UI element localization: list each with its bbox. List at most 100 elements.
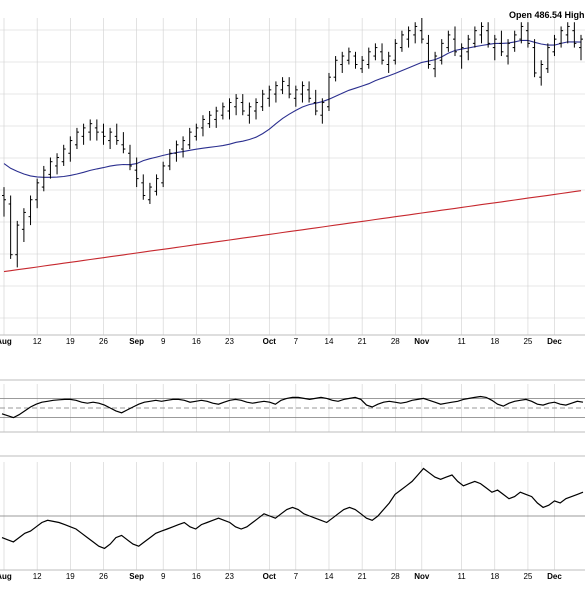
ohlc-bar — [121, 132, 126, 154]
x-tick-label: 11 — [457, 572, 466, 581]
ohlc-bar — [492, 34, 497, 61]
ohlc-bar — [486, 22, 491, 48]
ohlc-bar — [413, 22, 418, 44]
x-tick-label: 25 — [523, 337, 532, 346]
ohlc-bar — [539, 60, 544, 86]
ohlc-bar — [446, 30, 451, 52]
ohlc-bar — [2, 187, 6, 217]
ohlc-bar — [393, 39, 398, 65]
ohlc-bar — [307, 81, 312, 103]
ohlc-bar — [267, 85, 272, 107]
x-tick-label: 14 — [325, 337, 334, 346]
ohlc-bar — [15, 220, 20, 268]
ohlc-bar — [207, 110, 212, 128]
ohlc-bar — [28, 195, 33, 226]
x-tick-label: 7 — [294, 572, 299, 581]
ohlc-bar — [353, 51, 358, 69]
ohlc-bar — [340, 51, 345, 73]
x-tick-label: 28 — [391, 572, 400, 581]
ohlc-bar — [147, 182, 152, 204]
ohlc-bar — [300, 81, 305, 103]
indicator-line — [1, 467, 584, 550]
ohlc-bar — [545, 43, 550, 73]
ohlc-bar — [452, 26, 457, 57]
x-tick-label: Sep — [129, 572, 144, 581]
ohlc-bar — [373, 43, 378, 61]
ohlc-bar — [21, 208, 26, 243]
ohlc-bar — [333, 56, 338, 82]
x-tick-label: 23 — [225, 337, 234, 346]
ohlc-bar — [260, 89, 265, 111]
x-tick-label: 26 — [99, 572, 108, 581]
x-tick-label: 25 — [523, 572, 532, 581]
ohlc-bar — [35, 178, 40, 209]
x-tick-label: Oct — [263, 337, 277, 346]
ohlc-bar — [433, 51, 438, 78]
ohlc-bar — [532, 39, 537, 78]
ohlc-bar — [439, 39, 444, 65]
x-tick-label: 9 — [161, 337, 166, 346]
ohlc-bar — [565, 22, 570, 44]
ohlc-bar — [194, 123, 199, 141]
ohlc-bar — [499, 30, 504, 57]
x-tick-label: 16 — [192, 337, 201, 346]
x-tick-label: 19 — [66, 572, 75, 581]
ohlc-bar — [214, 106, 219, 128]
x-tick-label: Nov — [414, 572, 430, 581]
ohlc-bar — [61, 144, 66, 166]
ohlc-bar — [254, 98, 259, 120]
ohlc-bar — [406, 26, 411, 48]
ohlc-bar — [240, 94, 245, 116]
x-tick-label: Aug — [0, 337, 12, 346]
ohlc-bar — [273, 81, 278, 103]
x-tick-label: Dec — [547, 337, 562, 346]
x-tick-label: 14 — [325, 572, 334, 581]
ohlc-bar — [161, 161, 166, 188]
ohlc-bar — [293, 85, 298, 107]
ohlc-bar — [200, 115, 205, 137]
ohlc-bar — [320, 98, 325, 124]
x-tick-label: 23 — [225, 572, 234, 581]
ohlc-bar — [141, 174, 146, 200]
ohlc-bar — [181, 136, 186, 158]
ohlc-bar — [167, 149, 172, 171]
ohlc-bar — [108, 127, 113, 150]
ohlc-bar — [128, 144, 133, 171]
x-tick-label: 11 — [457, 337, 466, 346]
ohlc-bar — [472, 26, 477, 48]
x-tick-label: Dec — [547, 572, 562, 581]
ohlc-bar — [426, 34, 431, 69]
ohlc-bar — [227, 98, 232, 120]
ohlc-bar — [68, 136, 73, 162]
ohlc-bar — [459, 43, 464, 69]
ohlc-bar — [74, 127, 79, 150]
ohlc-bar — [134, 157, 139, 188]
oscillator-line — [1, 395, 584, 419]
ohlc-bar — [234, 94, 239, 116]
x-tick-label: 18 — [490, 337, 499, 346]
ohlc-bar — [512, 30, 517, 52]
x-tick-label: 12 — [33, 337, 42, 346]
ohlc-bar — [552, 34, 557, 57]
x-tick-label: 16 — [192, 572, 201, 581]
ohlc-bar — [41, 165, 46, 192]
ohlc-bar — [247, 102, 252, 124]
ohlc-bar — [114, 123, 119, 145]
x-tick-label: Aug — [0, 572, 12, 581]
ohlc-bar — [572, 22, 577, 48]
x-tick-label: 9 — [161, 572, 166, 581]
ohlc-bar — [55, 153, 60, 175]
ohlc-bar — [88, 119, 93, 141]
ohlc-bar — [94, 119, 99, 141]
x-tick-label: 21 — [358, 572, 367, 581]
ohlc-bar — [360, 56, 365, 73]
ohlc-bar — [366, 47, 371, 69]
x-tick-label: 18 — [490, 572, 499, 581]
ohlc-bar — [313, 89, 318, 116]
ohlc-bar — [519, 22, 524, 44]
moving-average-fast-line — [3, 39, 582, 178]
ohlc-bar — [48, 157, 53, 179]
x-tick-label: Sep — [129, 337, 144, 346]
moving-average-slow-line — [3, 190, 582, 273]
